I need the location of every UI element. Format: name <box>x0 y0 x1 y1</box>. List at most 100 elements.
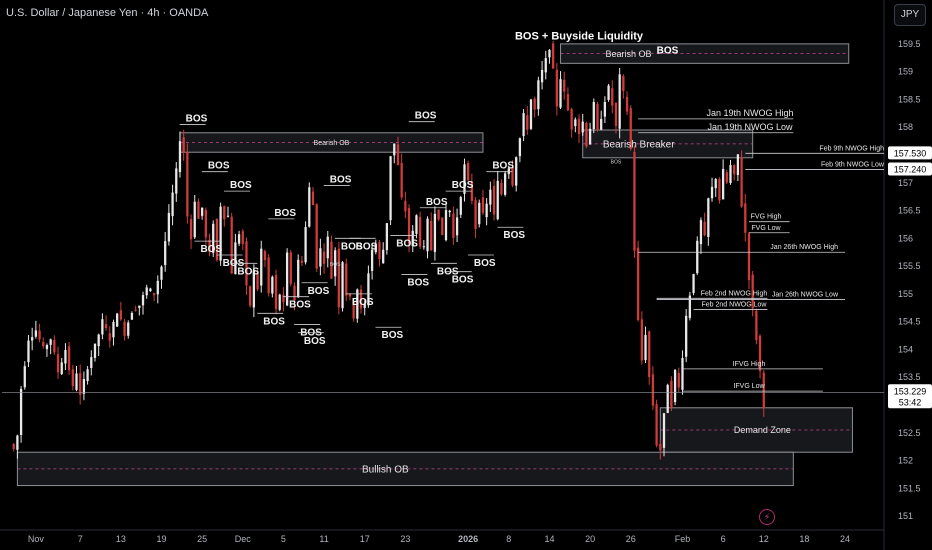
top-annotation-label: BOS + Buyside Liquidity <box>515 31 644 43</box>
time-tick-label: 13 <box>116 534 126 544</box>
level-label: Jan 19th NWOG High <box>706 108 793 118</box>
candle-body <box>404 200 407 212</box>
candle-body <box>699 220 703 245</box>
candle-body <box>178 141 182 173</box>
price-tick-label: 151.5 <box>898 483 921 493</box>
candle-body <box>474 200 477 229</box>
candle-body <box>555 69 558 107</box>
candle-body <box>581 121 584 133</box>
candle-body <box>710 186 714 199</box>
candle-body <box>175 168 178 194</box>
candle-body <box>226 215 230 217</box>
candle-body <box>260 248 263 286</box>
bos-label: BOS <box>237 266 259 277</box>
candle-body <box>640 319 643 361</box>
candle-body <box>79 373 82 395</box>
candle-body <box>744 203 747 233</box>
candle-body <box>90 357 93 369</box>
time-tick-label: 7 <box>78 534 83 544</box>
candle-body <box>518 138 522 157</box>
currency-button[interactable]: JPY <box>894 4 926 26</box>
candle-body <box>740 157 743 207</box>
lightning-icon[interactable]: ⚡ <box>759 509 775 525</box>
candle-body <box>718 179 721 201</box>
price-tick-label: 158.5 <box>898 94 921 104</box>
last-price-value: 153.229 <box>894 386 927 396</box>
bos-label: BOS <box>304 336 326 347</box>
candle-body <box>470 181 474 201</box>
candle-body <box>500 182 503 195</box>
candle-body <box>467 162 470 181</box>
candle-body <box>97 334 100 347</box>
price-tick-label: 155.5 <box>898 261 921 271</box>
candle-body <box>212 223 215 253</box>
candle-body <box>382 249 385 264</box>
price-tick-label: 156 <box>898 233 913 243</box>
candle-body <box>334 250 337 277</box>
time-tick-label: Feb <box>675 534 691 544</box>
level-label: FVG High <box>751 214 782 221</box>
candle-body <box>426 218 429 252</box>
candle-body <box>459 197 462 215</box>
candle-body <box>485 203 488 218</box>
time-tick-label: Dec <box>235 534 252 544</box>
candle-body <box>570 109 573 130</box>
candle-body <box>256 273 259 290</box>
time-tick-label: 14 <box>544 534 554 544</box>
zone-label: Bearish Breaker <box>603 139 675 150</box>
candle-body <box>152 293 156 296</box>
candle-body <box>189 219 193 240</box>
price-tick-label: 155 <box>898 289 913 299</box>
time-tick-label: 18 <box>799 534 809 544</box>
candle-body <box>234 242 237 275</box>
level-label: IFVG Low <box>733 383 765 390</box>
candle-body <box>415 215 418 234</box>
bos-label: BOS <box>208 161 230 172</box>
bos-label: BOS <box>263 316 285 327</box>
candle-body <box>104 324 108 329</box>
candle-body <box>736 154 740 176</box>
candle-body <box>566 94 570 111</box>
price-tag <box>888 162 932 176</box>
candle-body <box>293 285 296 301</box>
candle-body <box>156 280 159 295</box>
candle-body <box>681 358 684 390</box>
candle-body <box>385 223 389 251</box>
candle-body <box>515 157 518 186</box>
bos-label: BOS <box>381 330 403 341</box>
candle-body <box>651 374 655 406</box>
candle-body <box>625 97 629 112</box>
candle-body <box>53 340 56 353</box>
candle-body <box>688 295 692 318</box>
time-tick-label: 12 <box>759 534 769 544</box>
candle-body <box>337 248 340 308</box>
candle-body <box>71 369 74 387</box>
candle-body <box>489 189 492 205</box>
candle-body <box>263 250 267 260</box>
bos-label: BOS <box>274 208 296 219</box>
candle-body <box>592 102 595 130</box>
candle-body <box>448 210 451 213</box>
candle-body <box>112 321 115 338</box>
candle-body <box>396 144 400 165</box>
candle-body <box>703 221 706 236</box>
bos-label: BOS <box>452 180 474 191</box>
time-tick-label: 11 <box>319 534 328 544</box>
candle-body <box>655 404 658 446</box>
candle-body <box>363 303 366 308</box>
candle-body <box>729 165 732 183</box>
candle-body <box>552 43 555 69</box>
candle-body <box>237 234 241 244</box>
candle-body <box>208 239 211 253</box>
candle-body <box>49 339 52 345</box>
level-label: Feb 2nd NWOG Low <box>702 301 768 308</box>
candle-body <box>563 79 566 92</box>
candle-body <box>393 143 396 156</box>
candle-body <box>241 231 244 244</box>
price-tag <box>888 146 932 160</box>
candle-body <box>252 270 256 308</box>
time-tick-label: 20 <box>585 534 595 544</box>
bos-label: BOS <box>415 111 437 122</box>
